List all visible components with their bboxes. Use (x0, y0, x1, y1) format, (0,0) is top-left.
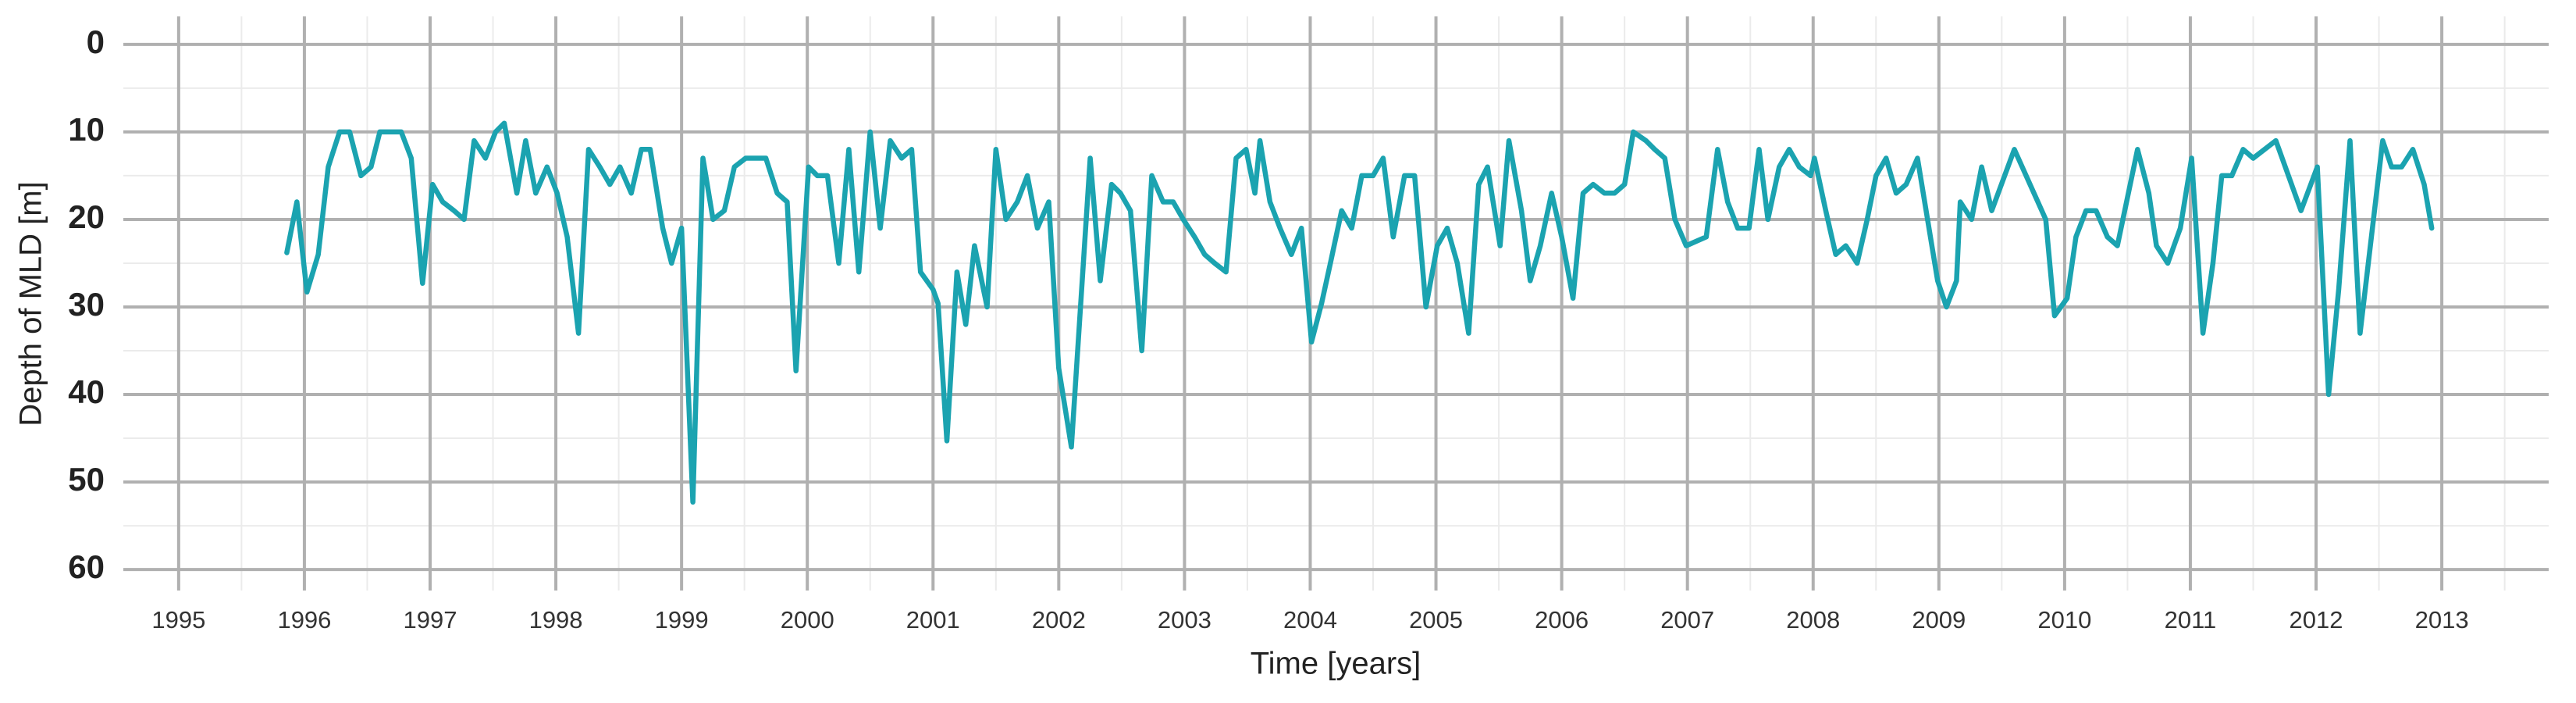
x-tick-label: 2010 (2037, 606, 2091, 633)
x-tick-label: 2001 (906, 606, 960, 633)
x-tick-label: 2005 (1409, 606, 1463, 633)
x-tick-label: 2009 (1912, 606, 1966, 633)
y-tick-label: 60 (68, 548, 105, 585)
x-tick-label: 1997 (404, 606, 457, 633)
x-tick-label: 1995 (151, 606, 205, 633)
y-tick-label: 30 (68, 286, 105, 323)
x-axis-title: Time [years] (1251, 647, 1421, 681)
x-tick-label: 2012 (2290, 606, 2343, 633)
x-tick-label: 2006 (1535, 606, 1589, 633)
x-tick-label: 1999 (655, 606, 709, 633)
x-tick-label: 2004 (1283, 606, 1337, 633)
y-tick-label: 10 (68, 111, 105, 148)
x-tick-label: 2007 (1660, 606, 1714, 633)
x-tick-label: 2003 (1158, 606, 1212, 633)
x-tick-label: 1996 (277, 606, 331, 633)
x-tick-label: 2002 (1032, 606, 1086, 633)
y-tick-label: 50 (68, 461, 105, 498)
x-tick-label: 1998 (529, 606, 583, 633)
y-tick-label: 20 (68, 198, 105, 235)
y-axis-title: Depth of MLD [m] (14, 181, 48, 426)
x-tick-label: 2013 (2415, 606, 2469, 633)
y-tick-label: 40 (68, 373, 105, 410)
data-line (284, 120, 2435, 505)
y-tick-label: 0 (87, 23, 105, 60)
x-tick-label: 2011 (2165, 606, 2217, 633)
x-tick-label: 2008 (1786, 606, 1840, 633)
x-tick-label: 2000 (781, 606, 834, 633)
